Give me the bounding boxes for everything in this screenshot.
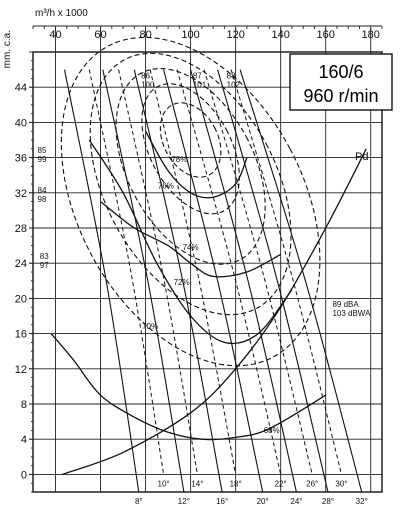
- x-tick-label: 100: [181, 29, 199, 41]
- x-tick-label: 80: [139, 29, 151, 41]
- noise-label-dbwa: 101: [193, 80, 207, 89]
- blade-line: [63, 69, 140, 493]
- efficiency-rings: [60, 36, 321, 367]
- noise-label-dbwa: 103 dBWA: [332, 309, 371, 318]
- efficiency-ring: [141, 83, 240, 215]
- y-tick-label: 0: [21, 469, 27, 481]
- blade-angle-label: 20°: [257, 497, 269, 506]
- blade-line: [133, 69, 223, 493]
- noise-label-dba: 86: [141, 71, 150, 80]
- noise-label-dbwa: 98: [38, 195, 47, 204]
- y-tick-label: 44: [15, 82, 27, 94]
- blade-line: [176, 69, 282, 475]
- blade-angle-label: 30°: [335, 479, 347, 488]
- blade-angle-lines: 8° 10° 12°14° 16°18° 20° 22°24° 26° 28°30° 32°: [63, 69, 368, 506]
- system-curve: [88, 139, 293, 345]
- x-tick-label: 60: [94, 29, 106, 41]
- grid: [29, 25, 383, 493]
- efficiency-label: 68%: [264, 426, 280, 435]
- efficiency-ring: [115, 68, 266, 265]
- tick-labels: 0 4 8 12 16 20 24 28 32 36 40 44 40 60 80 100 120 140 160 1…: [15, 29, 380, 481]
- blade-angle-label: 16°: [216, 497, 228, 506]
- efficiency-label: 72%: [174, 278, 190, 287]
- blade-angle-label: 12°: [178, 497, 190, 506]
- y-tick-label: 20: [15, 293, 27, 305]
- efficiency-ring: [159, 102, 222, 178]
- y-tick-label: 40: [15, 117, 27, 129]
- blade-angle-label: 8°: [135, 497, 143, 506]
- y-axis-label: mm. c.a.: [2, 30, 13, 68]
- noise-label-dbwa: 97: [40, 261, 49, 270]
- annotations: 78%76%74%72%70%68%8610087101881028599849…: [38, 71, 372, 435]
- title-box: [289, 53, 393, 111]
- pd-line: [62, 148, 367, 476]
- blade-angle-label: 10°: [158, 479, 170, 488]
- blade-line: [217, 69, 329, 493]
- noise-label-dbwa: 100: [141, 80, 155, 89]
- efficiency-label: 74%: [183, 243, 199, 252]
- blade-line: [163, 69, 264, 493]
- noise-label-dba: 84: [38, 186, 47, 195]
- blade-line: [239, 69, 363, 493]
- efficiency-label: 78%: [171, 155, 187, 164]
- efficiency-label: 70%: [142, 322, 158, 331]
- blade-line: [190, 69, 297, 493]
- efficiency-ring: [89, 52, 292, 316]
- y-tick-label: 16: [15, 329, 27, 341]
- noise-label-dba: 87: [193, 71, 202, 80]
- efficiency-label: 76%: [158, 181, 174, 190]
- blade-angle-label: 24°: [290, 497, 302, 506]
- blade-angle-label: 32°: [356, 497, 368, 506]
- x-tick-label: 120: [226, 29, 244, 41]
- noise-label-dbwa: 99: [38, 155, 47, 164]
- system-curves: [50, 130, 327, 441]
- pd-curve: [62, 148, 367, 476]
- pd-label: Pd: [355, 151, 368, 163]
- blade-angle-label: 22°: [275, 479, 287, 488]
- blade-line: [102, 69, 185, 493]
- noise-label-dbwa: 102: [227, 80, 241, 89]
- blade-line: [230, 69, 342, 475]
- y-tick-label: 36: [15, 153, 27, 165]
- y-tick-label: 8: [21, 399, 27, 411]
- y-tick-label: 12: [15, 364, 27, 376]
- y-tick-label: 28: [15, 223, 27, 235]
- x-tick-label: 180: [362, 29, 380, 41]
- y-tick-label: 24: [15, 258, 27, 270]
- blade-line: [88, 69, 165, 475]
- blade-line: [149, 69, 237, 475]
- x-tick-label: 160: [317, 29, 335, 41]
- blade-angle-label: 18°: [230, 479, 242, 488]
- system-curve: [145, 130, 248, 199]
- plot-frame: [32, 51, 383, 493]
- x-tick-label: 140: [271, 29, 289, 41]
- noise-label-dba: 89 dBA: [332, 300, 359, 309]
- blade-angle-label: 26°: [306, 479, 318, 488]
- system-curve: [50, 333, 327, 441]
- y-tick-label: 32: [15, 188, 27, 200]
- noise-label-dba: 83: [40, 252, 49, 261]
- x-axis-label: m³/h x 1000: [35, 8, 88, 19]
- blade-angle-label: 14°: [191, 479, 203, 488]
- chart-title: 160/6: [318, 62, 363, 82]
- system-curve: [100, 201, 281, 278]
- noise-label-dba: 88: [227, 71, 236, 80]
- x-tick-label: 40: [49, 29, 61, 41]
- noise-label-dba: 85: [38, 146, 47, 155]
- efficiency-ring: [60, 36, 321, 367]
- y-tick-label: 4: [21, 434, 27, 446]
- blade-line: [118, 69, 198, 475]
- blade-line: [203, 69, 313, 475]
- blade-angle-label: 28°: [322, 497, 334, 506]
- chart-subtitle: 960 r/min: [303, 86, 378, 106]
